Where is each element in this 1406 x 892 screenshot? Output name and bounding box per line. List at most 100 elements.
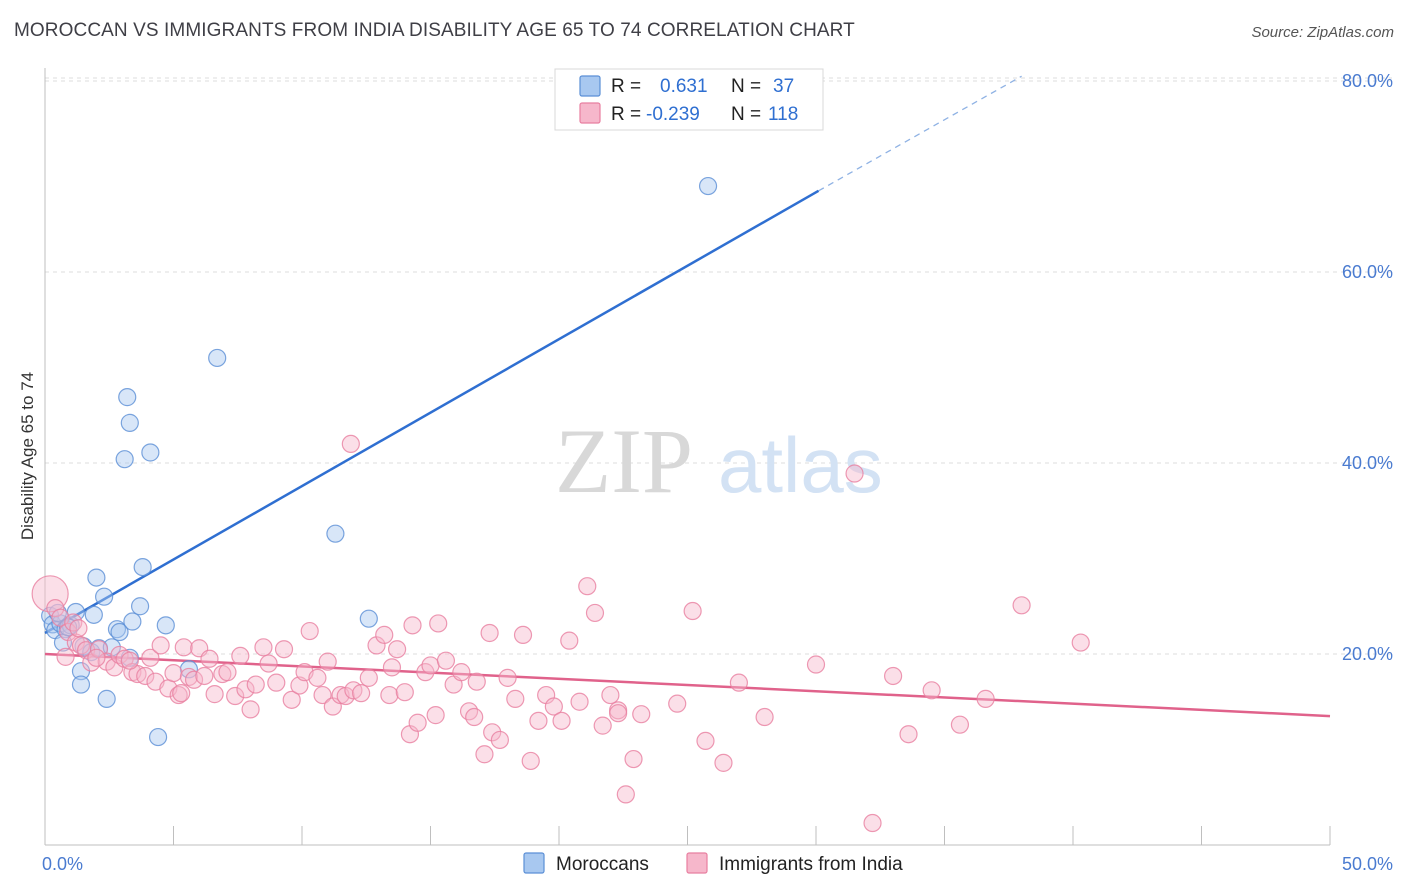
point-india [845, 464, 864, 483]
point-moroccans [130, 597, 150, 616]
point-india [452, 663, 471, 682]
point-india [1012, 596, 1031, 615]
legend-swatch-moroccans [579, 75, 601, 97]
point-moroccans [141, 443, 160, 462]
point-india [236, 680, 255, 699]
point-india [169, 685, 188, 705]
point-india [632, 705, 651, 724]
watermark-atlas: atlas [718, 421, 883, 509]
point-india [922, 681, 941, 700]
point-moroccans [148, 727, 168, 747]
point-india [395, 683, 414, 702]
point-india [560, 631, 579, 650]
point-india [46, 599, 65, 618]
point-india [290, 676, 309, 695]
point-india [426, 706, 445, 725]
chart-title: MOROCCAN VS IMMIGRANTS FROM INDIA DISABI… [14, 20, 855, 41]
point-india [120, 651, 139, 670]
bottom-legend: Moroccans Immigrants from India [523, 852, 903, 875]
point-moroccans [120, 413, 139, 432]
point-india [226, 686, 245, 706]
point-india [490, 730, 509, 750]
point-india [1071, 633, 1090, 652]
point-moroccans [97, 689, 116, 708]
point-moroccans [123, 612, 142, 631]
point-india [69, 619, 88, 638]
point-india [755, 707, 774, 727]
point-moroccans [326, 524, 345, 543]
point-india [578, 577, 597, 596]
grid-lines [45, 77, 1392, 655]
point-india [136, 666, 155, 686]
point-india [172, 684, 191, 703]
point-india [375, 625, 394, 645]
point-india [498, 668, 517, 687]
point-india [609, 704, 628, 723]
point-india [585, 603, 605, 623]
point-india [421, 656, 440, 675]
point-india [174, 638, 193, 657]
point-moroccans [698, 176, 718, 196]
legend-n-label-2: N = [731, 104, 761, 125]
point-india [267, 673, 286, 692]
bottom-legend-india: Immigrants from India [719, 854, 903, 875]
point-india [246, 675, 265, 694]
point-india [195, 666, 214, 686]
point-india [950, 715, 970, 734]
point-moroccans [87, 568, 106, 587]
point-india [506, 689, 525, 708]
point-india [87, 648, 106, 667]
point-india [467, 672, 486, 691]
point-india [552, 711, 571, 730]
point-india [593, 716, 612, 735]
point-india [254, 638, 273, 657]
axes: 20.0% 40.0% 60.0% 80.0% 0.0% 50.0% [42, 68, 1393, 874]
point-moroccans [118, 388, 137, 407]
point-india [459, 702, 479, 721]
point-india [66, 633, 85, 652]
point-india [300, 621, 319, 641]
y-tick-label: 20.0% [1342, 644, 1393, 664]
point-moroccans [71, 675, 91, 694]
legend-n-label-1: N = [731, 76, 761, 97]
point-moroccans [359, 609, 378, 628]
legend-r-value-2: -0.239 [646, 104, 700, 125]
point-india [31, 575, 69, 613]
point-india [521, 751, 540, 771]
point-india [475, 745, 494, 764]
point-india [382, 658, 402, 677]
point-india [403, 616, 422, 635]
bottom-legend-swatch-india [686, 852, 708, 874]
bottom-legend-moroccans: Moroccans [556, 854, 649, 875]
source-label: Source: ZipAtlas.com [1251, 24, 1394, 41]
watermark-zip: ZIP [555, 410, 693, 512]
legend-r-label-1: R = [611, 76, 641, 97]
x-tick-label-max: 50.0% [1342, 854, 1393, 874]
point-india [164, 663, 183, 683]
point-india [231, 646, 250, 666]
point-india [529, 711, 548, 730]
point-india [863, 813, 882, 833]
point-india [483, 723, 502, 742]
point-moroccans [95, 587, 114, 606]
point-moroccans [48, 603, 67, 623]
point-india [668, 694, 687, 713]
point-india [696, 731, 715, 751]
legend-n-value-1: 37 [773, 76, 794, 97]
point-india [570, 692, 589, 711]
point-moroccans [115, 450, 134, 469]
point-india [429, 614, 448, 633]
x-tick-label-min: 0.0% [42, 854, 83, 874]
point-india [56, 647, 75, 666]
trend-lines [44, 75, 1331, 718]
y-tick-label: 60.0% [1342, 262, 1393, 282]
y-tick-label: 40.0% [1342, 453, 1393, 473]
point-moroccans [156, 616, 175, 635]
point-india [318, 652, 337, 671]
point-india [359, 668, 378, 687]
point-india [714, 753, 733, 772]
y-tick-label: 80.0% [1342, 71, 1393, 91]
point-india [184, 670, 204, 689]
point-india [480, 623, 499, 643]
point-india [683, 601, 702, 621]
